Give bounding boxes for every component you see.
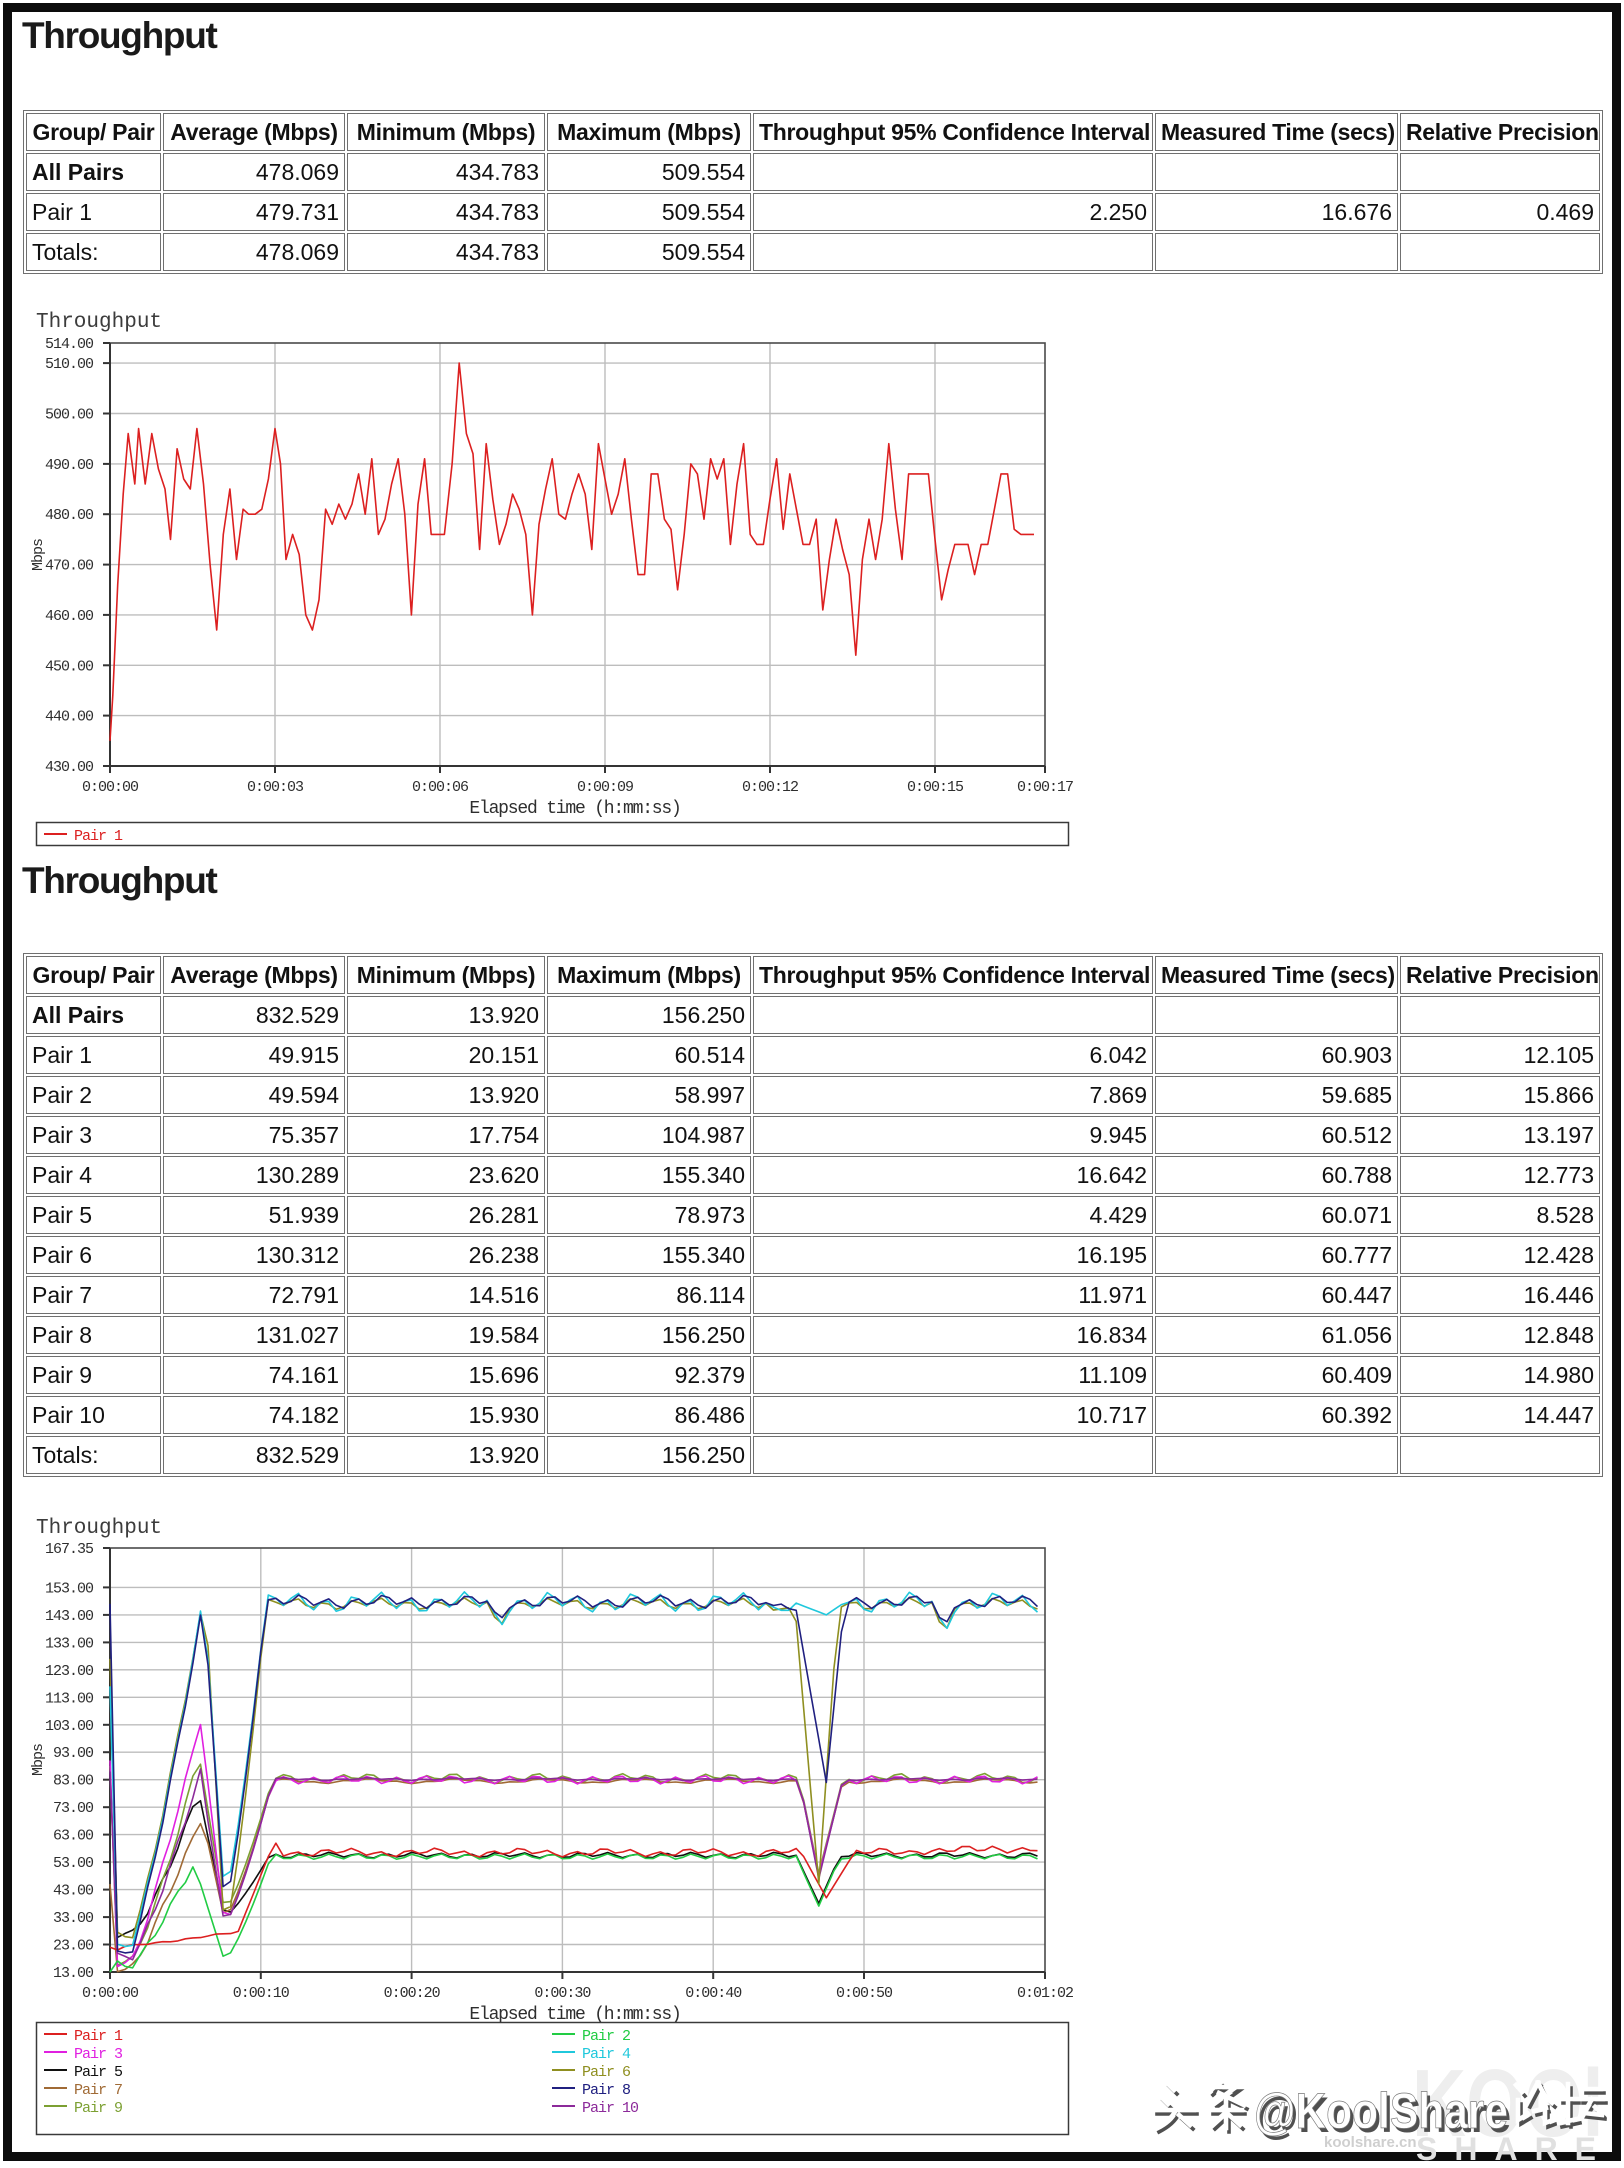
svg-text:Pair 2: Pair 2 bbox=[582, 2028, 630, 2045]
svg-text:0:00:20: 0:00:20 bbox=[384, 1985, 441, 2002]
svg-text:Pair 10: Pair 10 bbox=[582, 2100, 639, 2117]
svg-text:0:00:09: 0:00:09 bbox=[577, 779, 633, 796]
svg-text:23.00: 23.00 bbox=[53, 1938, 94, 1955]
svg-text:Mbps: Mbps bbox=[30, 539, 47, 571]
svg-text:Pair 4: Pair 4 bbox=[582, 2046, 631, 2063]
svg-text:167.35: 167.35 bbox=[45, 1541, 94, 1558]
svg-text:113.00: 113.00 bbox=[45, 1690, 94, 1707]
svg-text:450.00: 450.00 bbox=[45, 658, 94, 675]
svg-text:0:00:12: 0:00:12 bbox=[742, 779, 798, 796]
svg-text:Mbps: Mbps bbox=[30, 1744, 47, 1776]
svg-text:73.00: 73.00 bbox=[53, 1800, 94, 1817]
svg-text:440.00: 440.00 bbox=[45, 709, 94, 726]
svg-text:Throughput: Throughput bbox=[36, 1517, 162, 1540]
svg-text:460.00: 460.00 bbox=[45, 608, 94, 625]
svg-text:33.00: 33.00 bbox=[53, 1910, 94, 1927]
svg-text:480.00: 480.00 bbox=[45, 507, 94, 524]
svg-text:103.00: 103.00 bbox=[45, 1718, 94, 1735]
svg-text:133.00: 133.00 bbox=[45, 1635, 94, 1652]
svg-text:123.00: 123.00 bbox=[45, 1663, 94, 1680]
svg-text:143.00: 143.00 bbox=[45, 1608, 94, 1625]
svg-text:Pair 1: Pair 1 bbox=[74, 828, 123, 845]
svg-text:13.00: 13.00 bbox=[53, 1965, 94, 1982]
svg-text:Elapsed time (h:mm:ss): Elapsed time (h:mm:ss) bbox=[469, 2005, 680, 2025]
svg-text:510.00: 510.00 bbox=[45, 356, 94, 373]
svg-text:83.00: 83.00 bbox=[53, 1773, 94, 1790]
svg-text:43.00: 43.00 bbox=[53, 1883, 94, 1900]
svg-text:0:00:50: 0:00:50 bbox=[836, 1985, 893, 2002]
svg-text:500.00: 500.00 bbox=[45, 407, 94, 424]
svg-text:0:01:02: 0:01:02 bbox=[1017, 1985, 1073, 2002]
svg-text:93.00: 93.00 bbox=[53, 1745, 94, 1762]
svg-text:Pair 8: Pair 8 bbox=[582, 2082, 631, 2099]
svg-text:0:00:00: 0:00:00 bbox=[82, 779, 139, 796]
svg-text:470.00: 470.00 bbox=[45, 558, 94, 575]
svg-text:Pair 3: Pair 3 bbox=[74, 2046, 123, 2063]
svg-text:Pair 7: Pair 7 bbox=[74, 2082, 122, 2099]
svg-text:490.00: 490.00 bbox=[45, 457, 94, 474]
svg-text:0:00:06: 0:00:06 bbox=[412, 779, 469, 796]
svg-text:430.00: 430.00 bbox=[45, 759, 94, 776]
svg-text:Pair 5: Pair 5 bbox=[74, 2064, 123, 2081]
svg-text:0:00:10: 0:00:10 bbox=[233, 1985, 290, 2002]
svg-text:0:00:40: 0:00:40 bbox=[685, 1985, 742, 2002]
svg-text:0:00:15: 0:00:15 bbox=[907, 779, 964, 796]
svg-text:153.00: 153.00 bbox=[45, 1580, 94, 1597]
svg-text:Pair 9: Pair 9 bbox=[74, 2100, 122, 2117]
svg-text:514.00: 514.00 bbox=[45, 336, 94, 353]
svg-text:Throughput: Throughput bbox=[36, 311, 162, 334]
svg-text:0:00:00: 0:00:00 bbox=[82, 1985, 139, 2002]
svg-text:Pair 1: Pair 1 bbox=[74, 2028, 123, 2045]
svg-text:Elapsed time (h:mm:ss): Elapsed time (h:mm:ss) bbox=[469, 799, 680, 819]
svg-text:53.00: 53.00 bbox=[53, 1855, 94, 1872]
svg-text:Pair 6: Pair 6 bbox=[582, 2064, 631, 2081]
svg-text:0:00:03: 0:00:03 bbox=[247, 779, 304, 796]
svg-text:63.00: 63.00 bbox=[53, 1828, 94, 1845]
svg-text:0:00:17: 0:00:17 bbox=[1017, 779, 1073, 796]
svg-text:0:00:30: 0:00:30 bbox=[534, 1985, 591, 2002]
